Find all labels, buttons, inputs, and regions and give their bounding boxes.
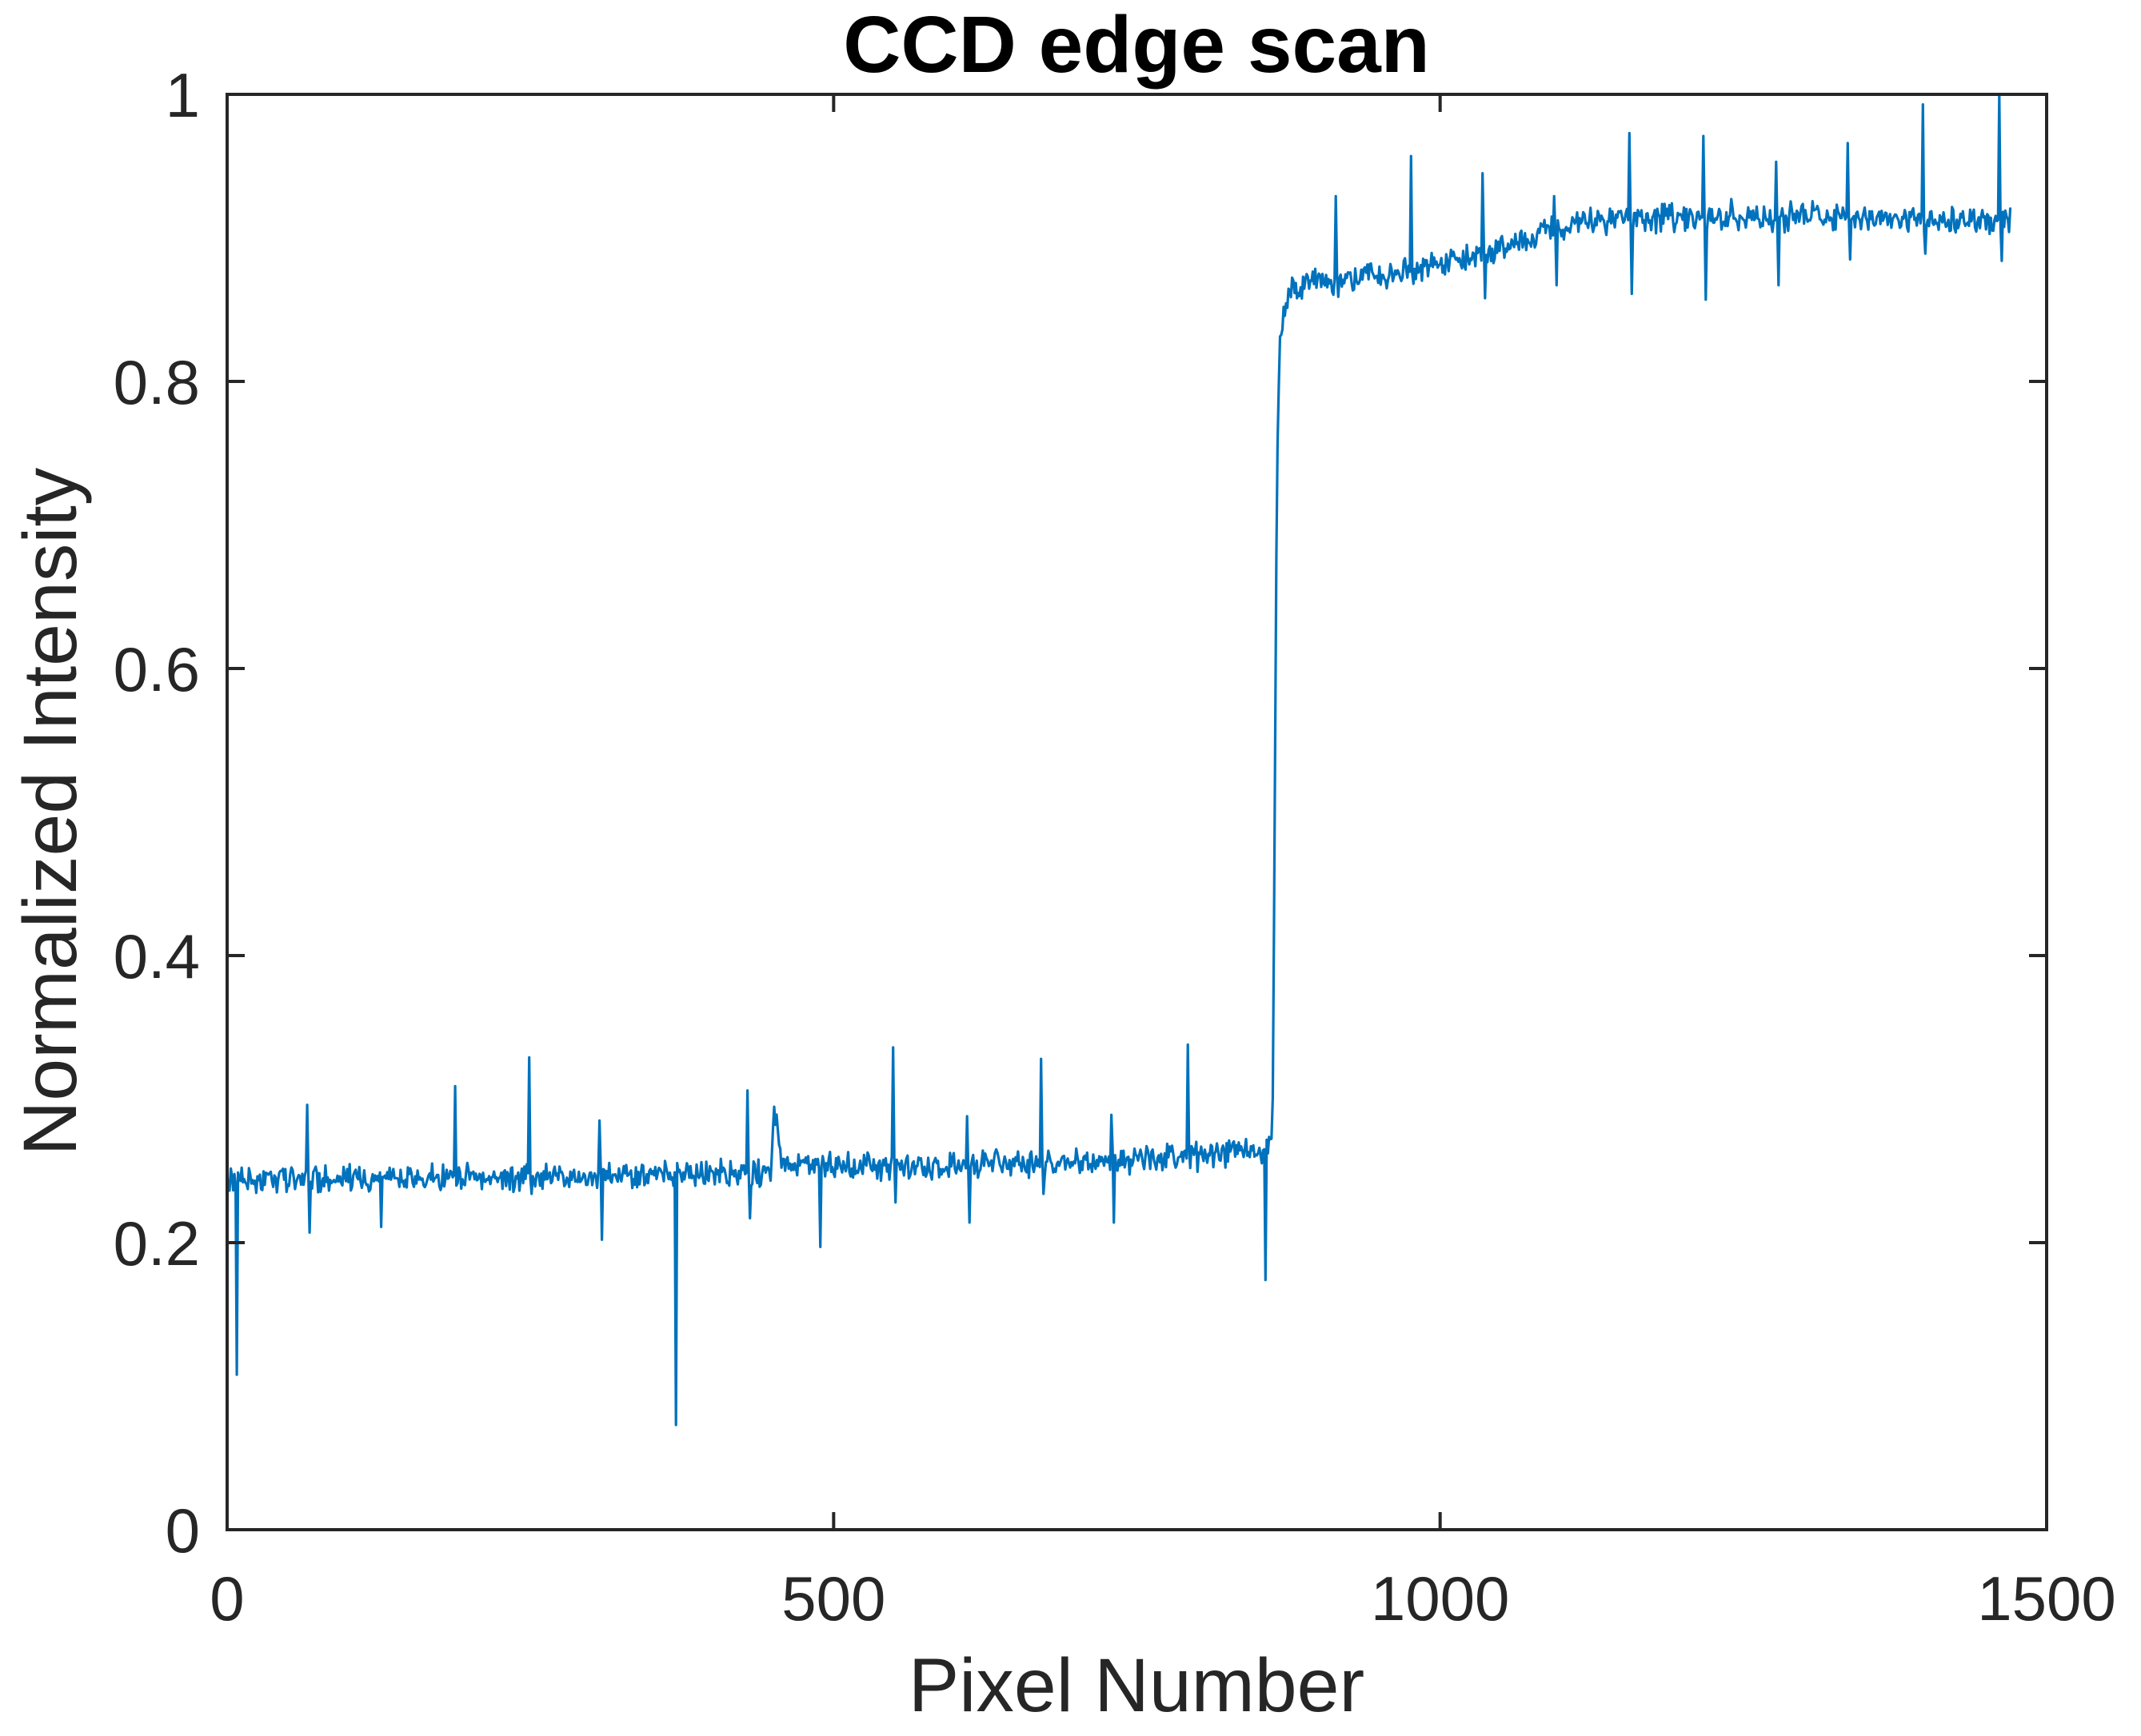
y-tick-label: 0.6	[114, 634, 200, 704]
y-tick-label: 0.2	[114, 1208, 200, 1279]
y-tick-label: 0.8	[114, 347, 200, 417]
x-tick-label: 0	[210, 1563, 244, 1634]
axes-box	[226, 93, 2048, 1531]
data-line	[226, 93, 2012, 1427]
x-tick-labels: 0 500 1000 1500	[210, 1563, 2115, 1634]
y-tick-label: 0	[166, 1495, 200, 1566]
x-axis-label: Pixel Number	[909, 1643, 1364, 1728]
x-tick-label: 500	[781, 1563, 885, 1634]
tick-marks	[226, 93, 2048, 1531]
y-tick-labels: 0 0.2 0.4 0.6 0.8 1	[114, 60, 200, 1566]
y-tick-label: 0.4	[114, 921, 200, 992]
y-axis-label: Normalized Intensity	[8, 467, 93, 1155]
y-tick-label: 1	[166, 60, 200, 130]
x-tick-label: 1500	[1977, 1563, 2116, 1634]
chart-title: CCD edge scan	[843, 0, 1430, 90]
x-tick-label: 1000	[1371, 1563, 1510, 1634]
plot-area	[227, 94, 2047, 1530]
